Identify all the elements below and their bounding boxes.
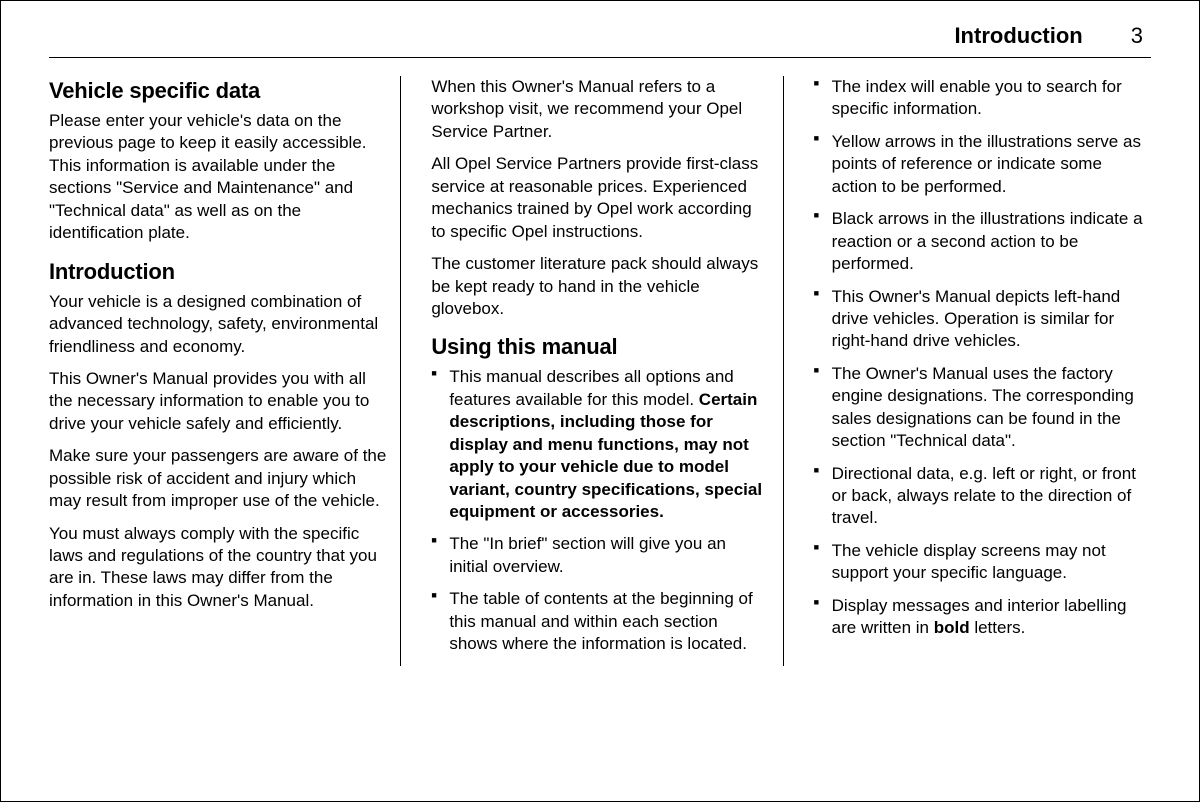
manual-page: Introduction 3 Vehicle specific data Ple… <box>0 0 1200 802</box>
list-text: letters. <box>970 618 1026 637</box>
list-item: This Owner's Manual depicts left-hand dr… <box>814 286 1151 353</box>
paragraph: Please enter your vehicle's data on the … <box>49 110 386 245</box>
list-item: Directional data, e.g. left or right, or… <box>814 463 1151 530</box>
heading-introduction: Introduction <box>49 259 386 285</box>
paragraph: This Owner's Manual provides you with al… <box>49 368 386 435</box>
list-item: The table of contents at the beginning o… <box>431 588 768 655</box>
list-item: The Owner's Manual uses the factory engi… <box>814 363 1151 453</box>
bullet-list: This manual describes all options and fe… <box>431 366 768 655</box>
paragraph: All Opel Service Partners provide first-… <box>431 153 768 243</box>
list-item: Yellow arrows in the illustrations serve… <box>814 131 1151 198</box>
header-title: Introduction <box>954 23 1082 49</box>
list-item: Display messages and interior labelling … <box>814 595 1151 640</box>
list-item: The index will enable you to search for … <box>814 76 1151 121</box>
heading-using-this-manual: Using this manual <box>431 334 768 360</box>
page-number: 3 <box>1131 23 1143 49</box>
column-1: Vehicle specific data Please enter your … <box>49 76 401 666</box>
bullet-list: The index will enable you to search for … <box>814 76 1151 640</box>
paragraph: When this Owner's Manual refers to a wor… <box>431 76 768 143</box>
column-3: The index will enable you to search for … <box>814 76 1151 666</box>
list-item: The "In brief" section will give you an … <box>431 533 768 578</box>
paragraph: Make sure your passengers are aware of t… <box>49 445 386 512</box>
page-header: Introduction 3 <box>49 23 1151 58</box>
paragraph: The customer literature pack should alwa… <box>431 253 768 320</box>
column-2: When this Owner's Manual refers to a wor… <box>431 76 783 666</box>
list-text-bold: bold <box>934 618 970 637</box>
list-item: This manual describes all options and fe… <box>431 366 768 523</box>
heading-vehicle-specific-data: Vehicle specific data <box>49 78 386 104</box>
list-item: The vehicle display screens may not supp… <box>814 540 1151 585</box>
list-text-bold: Certain descriptions, including those fo… <box>449 390 762 521</box>
paragraph: Your vehicle is a designed combination o… <box>49 291 386 358</box>
list-item: Black arrows in the illustrations indica… <box>814 208 1151 275</box>
list-text: This manual describes all options and fe… <box>449 367 733 408</box>
content-columns: Vehicle specific data Please enter your … <box>49 76 1151 666</box>
paragraph: You must always comply with the specific… <box>49 523 386 613</box>
